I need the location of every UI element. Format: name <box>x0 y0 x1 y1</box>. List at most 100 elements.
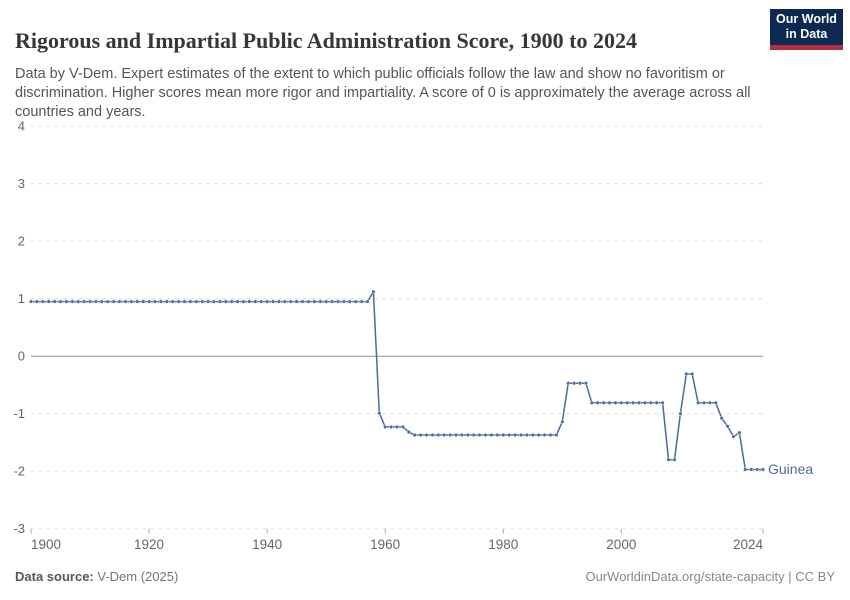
chart-subtitle: Data by V-Dem. Expert estimates of the e… <box>15 65 751 120</box>
data-point <box>259 299 264 304</box>
data-point <box>583 381 588 386</box>
logo-line-1: Our World <box>776 11 837 26</box>
data-point <box>111 299 116 304</box>
data-point <box>589 400 594 405</box>
data-point <box>755 467 760 472</box>
data-point <box>82 299 87 304</box>
y-axis-label: 3 <box>18 176 25 191</box>
x-axis-label: 1900 <box>31 537 61 552</box>
data-point <box>501 433 506 438</box>
data-point <box>158 299 163 304</box>
x-axis-label: 2024 <box>733 537 764 552</box>
owid-logo[interactable]: Our World in Data <box>770 9 843 50</box>
credit-link[interactable]: OurWorldinData.org/state-capacity | CC B… <box>585 569 835 584</box>
data-point <box>395 424 400 429</box>
data-point <box>29 299 34 304</box>
data-point <box>58 299 63 304</box>
data-point <box>271 299 276 304</box>
data-point <box>365 299 370 304</box>
data-point <box>235 299 240 304</box>
data-point <box>147 299 152 304</box>
data-point <box>341 299 346 304</box>
logo-line-2: in Data <box>785 27 828 41</box>
data-point <box>513 433 518 438</box>
data-source-label: Data source: <box>15 569 94 584</box>
x-axis-label: 1980 <box>488 537 518 552</box>
data-point <box>70 299 75 304</box>
data-point <box>578 381 583 386</box>
x-axis-label: 1940 <box>252 537 282 552</box>
data-point <box>87 299 92 304</box>
data-point <box>64 299 69 304</box>
series-line <box>31 289 763 471</box>
y-axis-label: 0 <box>18 349 25 364</box>
data-point <box>389 424 394 429</box>
x-axis-label: 1960 <box>370 537 400 552</box>
data-point <box>135 299 140 304</box>
data-point <box>454 433 459 438</box>
data-point <box>182 299 187 304</box>
data-point <box>324 299 329 304</box>
data-point <box>725 424 730 429</box>
data-point <box>152 299 157 304</box>
data-point <box>99 299 104 304</box>
data-point <box>353 299 358 304</box>
data-point <box>459 433 464 438</box>
data-point <box>306 299 311 304</box>
x-axis-label: 1920 <box>134 537 164 552</box>
data-point <box>684 372 689 377</box>
data-point <box>654 400 659 405</box>
y-axis-label: -2 <box>13 464 25 479</box>
data-point <box>731 434 736 439</box>
data-point <box>194 299 199 304</box>
data-point <box>471 433 476 438</box>
data-point <box>400 424 405 429</box>
data-point <box>448 433 453 438</box>
series-entity-label[interactable]: Guinea <box>768 461 813 477</box>
data-point <box>672 457 677 462</box>
data-source: Data source: V-Dem (2025) <box>15 569 178 584</box>
data-point <box>542 433 547 438</box>
data-point <box>619 400 624 405</box>
data-point <box>424 433 429 438</box>
data-point <box>359 299 364 304</box>
data-point <box>524 433 529 438</box>
data-point <box>294 299 299 304</box>
x-axis-label: 2000 <box>606 537 636 552</box>
data-point <box>530 433 535 438</box>
data-point <box>188 299 193 304</box>
data-point <box>595 400 600 405</box>
data-point <box>678 411 683 416</box>
data-point <box>253 299 258 304</box>
data-point <box>223 299 228 304</box>
data-point <box>211 299 216 304</box>
data-point <box>548 433 553 438</box>
page-title: Rigorous and Impartial Public Administra… <box>15 27 637 53</box>
data-point <box>707 400 712 405</box>
data-point <box>282 299 287 304</box>
data-point <box>34 299 39 304</box>
data-point <box>442 433 447 438</box>
data-point <box>713 400 718 405</box>
data-point <box>642 400 647 405</box>
data-point <box>607 400 612 405</box>
data-point <box>176 299 181 304</box>
y-axis-label: 4 <box>18 119 25 134</box>
data-point <box>105 299 110 304</box>
data-point <box>377 411 382 416</box>
data-point <box>743 467 748 472</box>
data-point <box>554 433 559 438</box>
data-point <box>495 433 500 438</box>
data-point <box>648 400 653 405</box>
data-point <box>761 467 766 472</box>
data-point <box>601 400 606 405</box>
data-point <box>312 299 317 304</box>
data-point <box>40 299 45 304</box>
data-point <box>749 467 754 472</box>
data-point <box>737 430 742 435</box>
data-point <box>117 299 122 304</box>
data-point <box>690 372 695 377</box>
data-point <box>288 299 293 304</box>
data-point <box>76 299 81 304</box>
